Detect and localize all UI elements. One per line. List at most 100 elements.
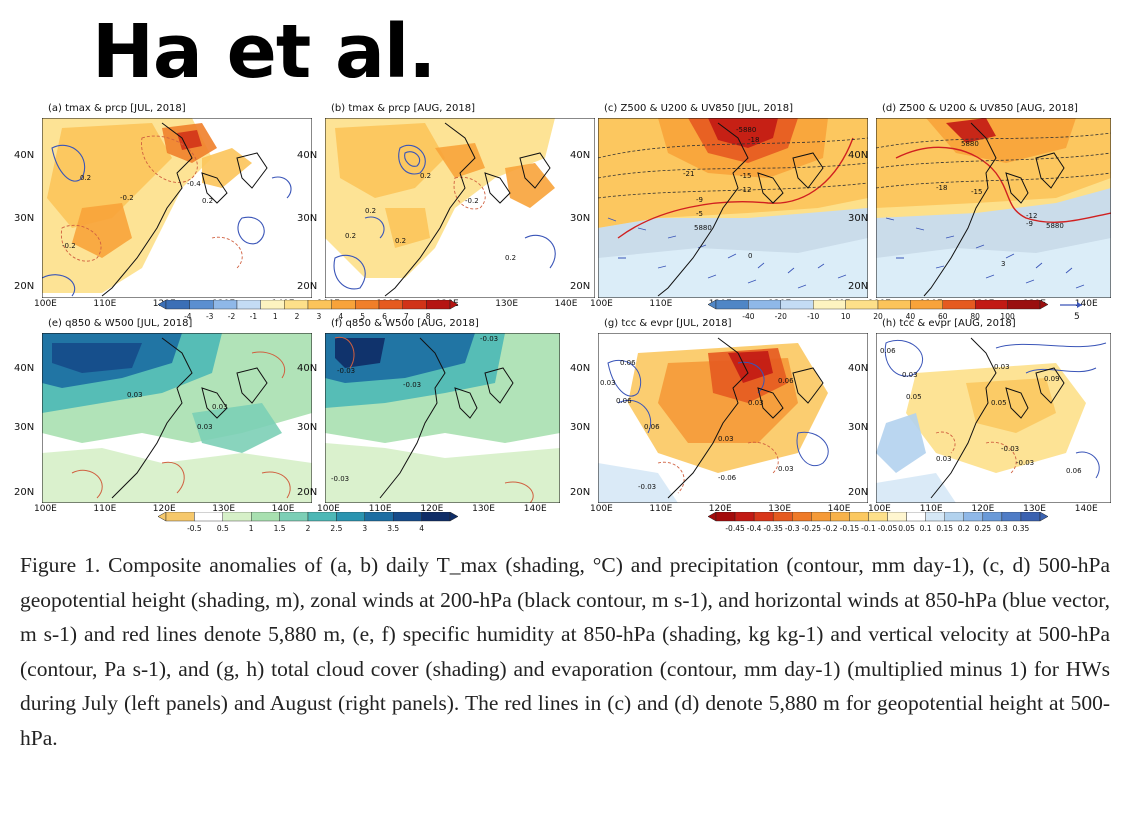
lat-tick-label: 30N (570, 422, 591, 434)
colorbar-segment (877, 300, 911, 310)
panel-title: (b) tmax & prcp [AUG, 2018] (331, 103, 475, 114)
colorbar-segment (236, 300, 261, 310)
map-plot: 0.06 0.03 0.05 0.05 0.03 0.09 -0.03 -0.0… (876, 333, 1111, 503)
lon-tick-label: 120E (971, 504, 995, 514)
lon-tick-label: 100E (590, 504, 613, 514)
colorbar-tick-label: 0.15 (936, 524, 954, 533)
contour-label: 3 (1001, 260, 1005, 268)
contour-label: -9 (1026, 220, 1033, 228)
contour-label: 0.06 (616, 397, 632, 405)
colorbar-segment (250, 512, 280, 522)
contour-label: -9 (696, 196, 703, 204)
lat-tick-label: 20N (570, 486, 591, 498)
colorbar-z500: -40 -20 -10 10 20 40 60 80 100 (708, 300, 1048, 324)
lon-tick-label: 140E (1074, 504, 1098, 514)
panel-e-q850-w500-jul: (e) q850 & W500 [JUL, 2018] 0.03 0.03 0.… (42, 318, 312, 513)
colorbar-tick-label: 2 (305, 524, 311, 533)
contour-label: -12 (1026, 212, 1037, 220)
colorbar-tick-label: 0.2 (957, 524, 970, 533)
panel-title: (h) tcc & evpr [AUG, 2018] (882, 318, 1016, 329)
colorbar-tick-label: -0.5 (187, 524, 202, 533)
panel-d-z500-u200-uv850-aug: (d) Z500 & U200 & UV850 [AUG, 2018] 5880 (876, 103, 1140, 298)
contour-label: -5880 (736, 126, 756, 134)
contour-label: -18 (936, 184, 947, 192)
lat-tick-label: 40N (14, 362, 35, 374)
panel-h-tcc-evpr-aug: (h) tcc & evpr [AUG, 2018] 0.06 0.03 0 (876, 318, 1140, 513)
lon-tick-label: 100E (34, 504, 57, 514)
contour-label: -0.03 (638, 483, 656, 491)
colorbar-tick-label: 20 (873, 312, 883, 321)
colorbar-segment (845, 300, 879, 310)
lat-tick-label: 40N (297, 362, 318, 374)
colorbar-tick-label: -0.4 (746, 524, 762, 533)
figure-caption: Figure 1. Composite anomalies of (a, b) … (20, 553, 1110, 750)
contour-label: 5880 (1046, 222, 1064, 230)
lat-tick-label: 20N (570, 281, 591, 293)
contour-label: 0.2 (365, 207, 376, 215)
colorbar-segment (715, 512, 736, 522)
colorbar-segment (753, 512, 774, 522)
contour-label: -0.03 (480, 335, 498, 343)
colorbar-segment (336, 512, 365, 522)
colorbar-tick-label: -1 (249, 312, 258, 321)
colorbar-segment (906, 512, 926, 522)
reference-vector: 5 (1060, 302, 1082, 322)
colorbar-segment (426, 300, 451, 310)
colorbar-tick-label: -0.1 (861, 524, 876, 533)
contour-label: 0.03 (197, 423, 213, 431)
colorbar-tick-label: -0.2 (823, 524, 838, 533)
colorbar-tick-label: 4 (419, 524, 424, 533)
lat-tick-label: 30N (14, 422, 35, 434)
colorbar-segment (355, 300, 380, 310)
lat-tick-label: 40N (570, 362, 591, 374)
lat-tick-label: 30N (14, 212, 35, 224)
colorbar-tick-label: 10 (840, 312, 851, 321)
colorbar-segment (910, 300, 943, 310)
colorbar-tick-label: 1 (248, 524, 254, 533)
contour-label: -15 (971, 188, 982, 196)
contour-label: -0.03 (337, 367, 355, 375)
colorbar-segment (1001, 512, 1022, 522)
panel-title: (e) q850 & W500 [JUL, 2018] (48, 318, 193, 329)
colorbar-tick-label: -0.05 (877, 524, 898, 533)
lon-tick-label: 130E (472, 504, 495, 514)
colorbar-segment (734, 512, 755, 522)
panel-title: (g) tcc & evpr [JUL, 2018] (604, 318, 732, 329)
colorbar-bar (708, 300, 1048, 310)
colorbar-end-triangle (158, 512, 167, 522)
colorbar-tcc: -0.45 -0.4 -0.35 -0.3 -0.25 -0.2 -0.15 -0.1 -0.0… (708, 512, 1048, 536)
arrowhead-icon (1077, 302, 1082, 308)
colorbar-tick-label: 100 (1000, 312, 1015, 321)
contour-label: -0.06 (718, 474, 737, 482)
colorbar-tick-label: -0.25 (801, 524, 821, 533)
colorbar-segment (307, 300, 332, 310)
colorbar-segment (421, 512, 451, 522)
contour-label: 0.2 (505, 254, 516, 262)
colorbar-tick-label: 0.5 (216, 524, 229, 533)
contour-label: 0.06 (620, 359, 636, 367)
panel-c-z500-u200-uv850-jul: (c) Z500 & U200 & UV850 [JUL, 2018] (598, 103, 868, 298)
colorbar-segment (213, 300, 238, 310)
panel-title: (a) tmax & prcp [JUL, 2018] (48, 103, 186, 114)
contour-label: -5 (696, 210, 703, 218)
contour-label: -0.2 (62, 242, 76, 250)
colorbar-segment (975, 300, 1008, 310)
panel-title: (f) q850 & W500 [AUG, 2018] (331, 318, 479, 329)
lat-tick-label: 30N (570, 212, 591, 224)
colorbar-tick-label: -0.3 (784, 524, 800, 533)
colorbar-tick-label: -0.15 (839, 524, 860, 533)
contour-label: 0.2 (420, 172, 431, 180)
colorbar-tick-label: 60 (938, 312, 948, 321)
colorbar-segment (279, 512, 309, 522)
colorbar-tick-label: 1.5 (273, 524, 286, 533)
lon-tick-label: 100E (590, 299, 613, 309)
lon-tick-label: 110E (93, 504, 117, 514)
colorbar-segment (868, 512, 888, 522)
lon-tick-label: 130E (212, 504, 236, 514)
colorbar-tick-label: 5 (360, 312, 365, 321)
colorbar-segment (772, 512, 793, 522)
colorbar-tick-label: 40 (905, 312, 916, 321)
colorbar-tick-label: -20 (774, 312, 787, 321)
colorbar-segment (307, 512, 337, 522)
colorbar-tick-label: 0.05 (898, 524, 915, 533)
